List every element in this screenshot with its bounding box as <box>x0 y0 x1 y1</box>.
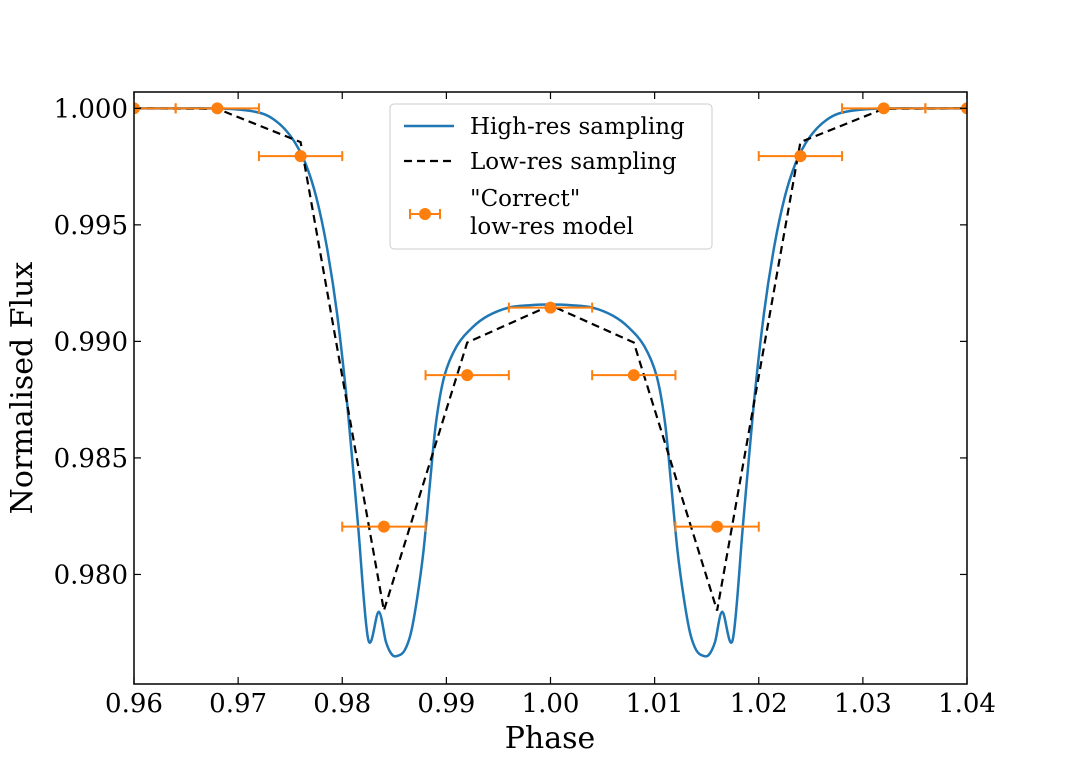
x-tick-label: 0.96 <box>105 689 163 719</box>
legend-swatch-correct-marker <box>419 208 431 220</box>
legend: High-res sampling Low-res sampling "Correc… <box>389 103 713 250</box>
plot-area <box>134 102 967 658</box>
y-axis-label: Normalised Flux <box>5 262 40 515</box>
data-marker <box>627 369 640 382</box>
legend-label-low-res: Low-res sampling <box>470 149 677 175</box>
correct-model-point <box>507 301 594 314</box>
correct-model-point <box>424 369 510 382</box>
legend-label-high-res: High-res sampling <box>470 114 685 140</box>
x-tick-label: 0.98 <box>313 689 371 719</box>
correct-model-point <box>674 520 760 533</box>
data-marker <box>461 369 474 382</box>
y-tick-label: 0.980 <box>54 560 128 590</box>
x-axis-label: Phase <box>505 721 596 756</box>
y-tick-label: 0.995 <box>54 211 128 241</box>
x-tick-label: 0.99 <box>417 689 475 719</box>
axis-ticks: 0.96 0.97 0.98 0.99 1.00 1.01 1.02 1.03 1.04 0.98… <box>54 92 996 719</box>
x-tick-label: 0.97 <box>209 689 267 719</box>
data-marker <box>711 520 724 533</box>
y-tick-label: 0.985 <box>54 444 128 474</box>
y-tick-label: 1.000 <box>54 94 128 124</box>
x-tick-label: 1.01 <box>626 689 684 719</box>
legend-label-correct-line1: "Correct" <box>470 186 580 212</box>
data-marker <box>294 150 307 163</box>
data-marker <box>377 520 390 533</box>
correct-model-point <box>591 369 677 382</box>
correct-model-point <box>257 150 344 163</box>
correct-model-point <box>841 102 927 115</box>
legend-label-correct-line2: low-res model <box>470 214 634 240</box>
legend-box <box>389 103 713 250</box>
x-tick-label: 1.00 <box>522 689 580 719</box>
correct-model-point <box>174 102 260 115</box>
data-marker <box>794 150 807 163</box>
x-tick-label: 1.02 <box>730 689 788 719</box>
data-marker <box>877 102 890 115</box>
x-tick-label: 1.03 <box>834 689 892 719</box>
correct-model-point <box>757 150 844 163</box>
y-tick-label: 0.990 <box>54 327 128 357</box>
data-marker <box>211 102 224 115</box>
x-tick-label: 1.04 <box>938 689 996 719</box>
data-marker <box>544 301 557 314</box>
correct-model-point <box>341 520 427 533</box>
